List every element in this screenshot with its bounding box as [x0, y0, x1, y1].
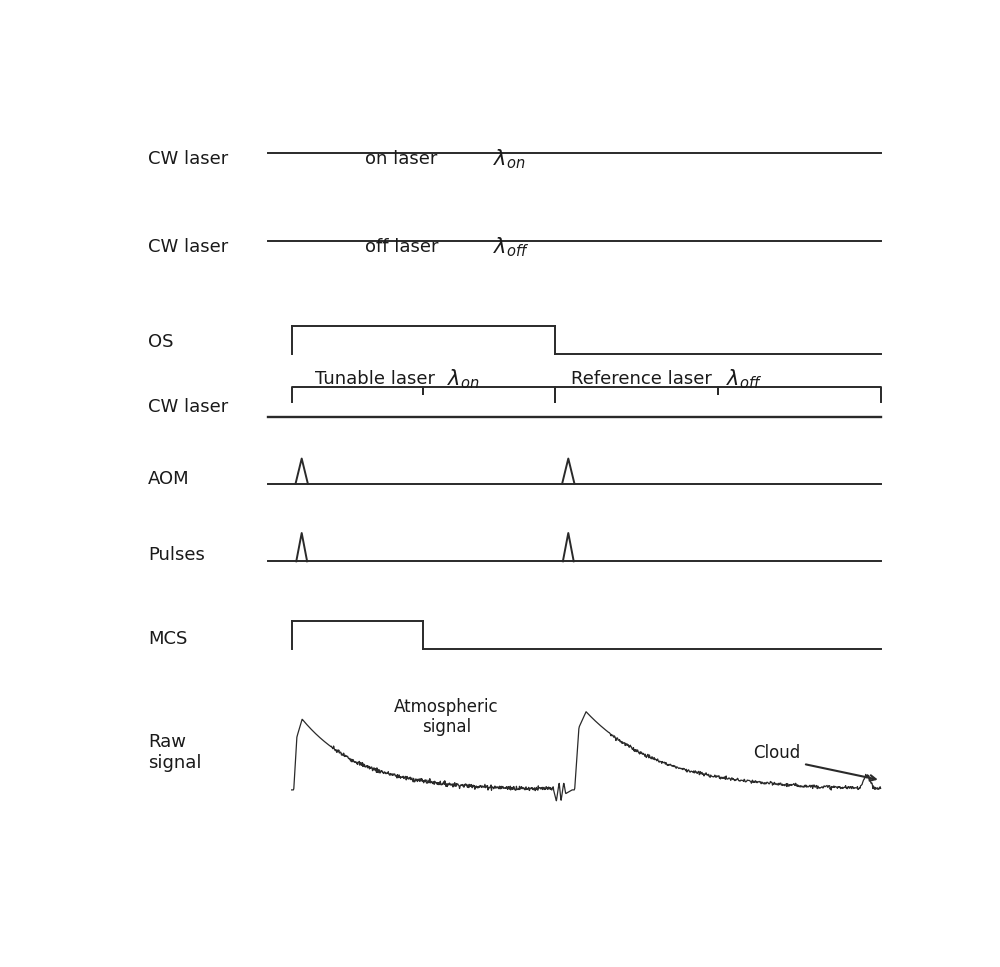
Text: CW laser: CW laser — [148, 238, 228, 256]
Text: CW laser: CW laser — [148, 398, 228, 416]
Text: $\lambda_{off}$: $\lambda_{off}$ — [726, 367, 762, 391]
Text: Pulses: Pulses — [148, 546, 205, 565]
Text: Cloud: Cloud — [754, 744, 801, 762]
Text: AOM: AOM — [148, 470, 190, 488]
Text: MCS: MCS — [148, 630, 188, 648]
Text: Atmospheric
signal: Atmospheric signal — [394, 697, 499, 736]
Text: OS: OS — [148, 334, 174, 351]
Text: Reference laser: Reference laser — [571, 370, 712, 388]
Text: $\lambda_{off}$: $\lambda_{off}$ — [493, 235, 529, 259]
Text: Tunable laser: Tunable laser — [315, 370, 435, 388]
Text: CW laser: CW laser — [148, 150, 228, 168]
Text: on laser: on laser — [365, 150, 438, 168]
Text: $\lambda_{on}$: $\lambda_{on}$ — [493, 147, 526, 171]
Text: $\lambda_{on}$: $\lambda_{on}$ — [447, 367, 479, 391]
Text: Raw
signal: Raw signal — [148, 733, 202, 772]
Text: off laser: off laser — [365, 238, 439, 256]
